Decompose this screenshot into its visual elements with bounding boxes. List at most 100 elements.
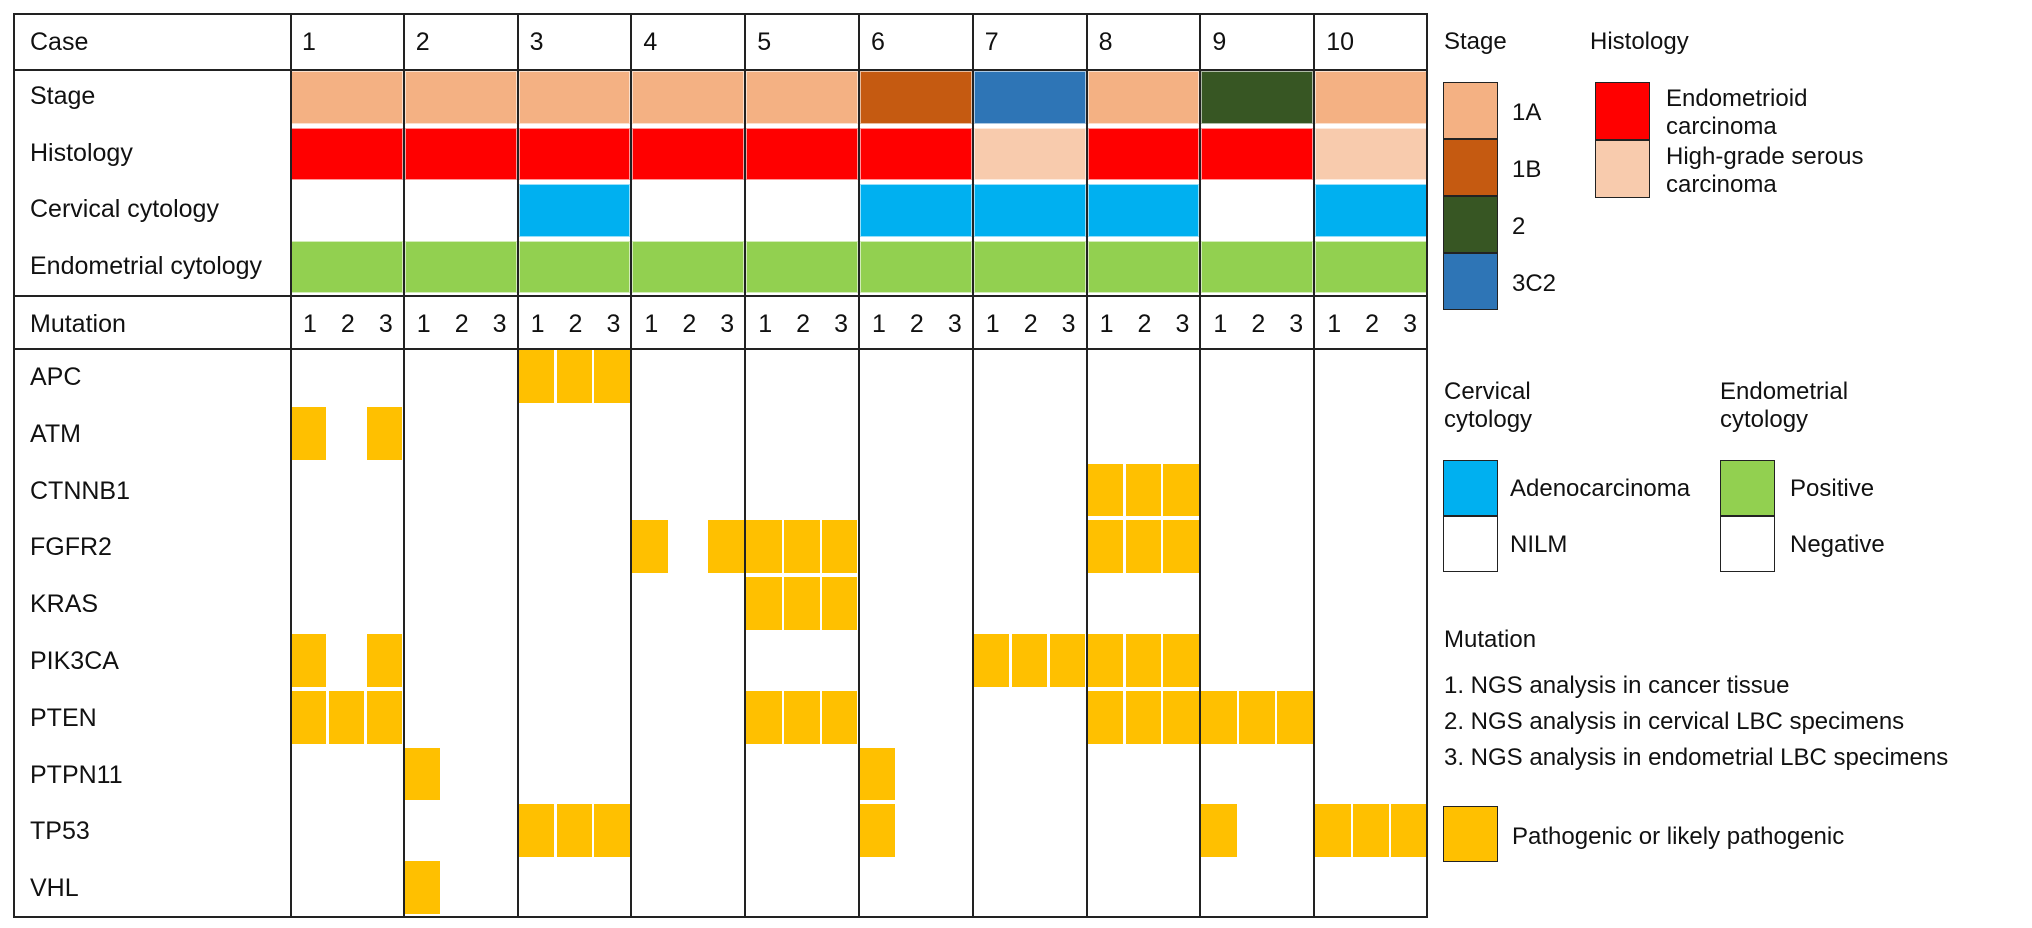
- mutation-cell: [632, 520, 669, 574]
- mutation-subcolumn-number: 2: [340, 310, 355, 338]
- mutation-header-divider: [13, 348, 1428, 350]
- gene-label-pten: PTEN: [30, 703, 97, 732]
- mutation-cell: [404, 747, 442, 801]
- cervical-cell: [973, 184, 1086, 237]
- mutation-subcolumn-number: 3: [606, 310, 621, 338]
- mutation-cell: [784, 520, 821, 574]
- mutation-subcolumn-number: 3: [834, 310, 848, 338]
- mutation-legend-title: Mutation: [1444, 626, 1537, 653]
- stage-cell: [746, 71, 858, 124]
- mutation-subcolumn-number: 1: [1213, 310, 1228, 338]
- mutation-subcolumn-number: 2: [1137, 310, 1152, 338]
- table-left-border: [13, 13, 15, 916]
- histology-legend-label: High-grade serous carcinoma: [1666, 143, 1864, 198]
- mutation-subcolumn-number: 1: [416, 310, 431, 338]
- gene-label-ptpn11: PTPN11: [30, 760, 123, 789]
- gene-label-ctnnb1: CTNNB1: [30, 476, 131, 505]
- cervical-legend-label: Adenocarcinoma: [1510, 475, 1691, 502]
- case-column-divider: [1085, 13, 1088, 916]
- pathogenic-legend-swatch: [1443, 806, 1498, 862]
- mutation-legend-note: 3. NGS analysis in endometrial LBC speci…: [1444, 744, 1949, 771]
- stage-cell: [518, 71, 631, 124]
- case-number-2: 2: [415, 28, 430, 56]
- mutation-cell: [518, 804, 556, 858]
- case-number-5: 5: [757, 28, 772, 56]
- mutation-cell: [1125, 634, 1162, 687]
- mutation-subcolumn-number: 2: [1251, 310, 1266, 338]
- mutation-cell: [746, 520, 783, 574]
- row-label-stage: Stage: [30, 82, 96, 110]
- mutation-cell: [328, 690, 366, 744]
- mutation-cell: [518, 350, 556, 403]
- mutation-subcolumn-number: 1: [1327, 310, 1342, 338]
- cervical-cell: [1201, 184, 1314, 237]
- mutation-subcolumn-number: 3: [947, 310, 962, 338]
- case-column-divider: [1199, 13, 1202, 916]
- mutation-cell: [291, 406, 328, 460]
- mutation-cell: [1239, 690, 1276, 744]
- cervical-legend-title: Cervical cytology: [1444, 378, 1533, 433]
- mutation-subcolumn-number: 2: [682, 310, 697, 338]
- mutation-cell: [1087, 690, 1125, 744]
- mutation-cell: [822, 520, 859, 574]
- mutation-cell: [404, 861, 442, 914]
- histology-legend-label: Endometrioid carcinoma: [1666, 85, 1808, 140]
- mutation-cell: [1201, 690, 1238, 744]
- histology-cell: [1315, 127, 1427, 180]
- mutation-subcolumn-number: 1: [530, 310, 545, 338]
- mutation-cell: [1315, 804, 1352, 858]
- case-header-label: Case: [30, 28, 89, 56]
- mutation-cell: [1125, 463, 1162, 517]
- endometrial-legend-swatch: [1720, 516, 1775, 572]
- case-number-4: 4: [643, 28, 658, 56]
- cervical-cell: [291, 184, 403, 237]
- endometrial-legend-title: Endometrial cytology: [1720, 378, 1849, 433]
- histology-legend-swatch: [1595, 82, 1650, 140]
- histology-cell: [860, 127, 972, 180]
- case-number-8: 8: [1098, 28, 1113, 56]
- stage-cell: [860, 71, 972, 124]
- mutation-legend-note: 2. NGS analysis in cervical LBC specimen…: [1444, 708, 1905, 735]
- histology-cell: [404, 127, 517, 180]
- mutation-cell: [594, 804, 631, 858]
- mutation-cell: [1353, 804, 1390, 858]
- mutation-subcolumn-number: 1: [985, 310, 1000, 338]
- endometrial-cell: [973, 240, 1086, 293]
- case-number-6: 6: [871, 28, 885, 56]
- row-label-histology: Histology: [30, 138, 133, 167]
- case-number-1: 1: [302, 28, 316, 56]
- mutation-subcolumn-number: 2: [1365, 310, 1380, 338]
- case-column-divider: [744, 13, 747, 916]
- case-column-divider: [630, 13, 633, 916]
- mutation-cell: [1087, 520, 1125, 574]
- stage-cell: [973, 71, 1086, 124]
- row-label-endometrial: Endometrial cytology: [30, 251, 263, 280]
- cervical-legend-swatch: [1443, 516, 1498, 572]
- case-row-divider: [13, 69, 1428, 71]
- mutation-cell: [784, 577, 821, 630]
- mutation-subcolumn-number: 2: [568, 310, 583, 338]
- endometrial-cell: [1201, 240, 1314, 293]
- mutation-cell: [1277, 690, 1314, 744]
- mutation-cell: [1201, 804, 1238, 858]
- histology-legend-title: Histology: [1590, 28, 1689, 55]
- histology-legend-swatch: [1595, 140, 1650, 198]
- mutation-cell: [556, 804, 593, 858]
- cervical-cell: [860, 184, 972, 237]
- case-column-divider: [402, 13, 405, 916]
- histology-cell: [632, 127, 745, 180]
- gene-label-apc: APC: [30, 363, 82, 391]
- stage-legend-label: 1A: [1512, 99, 1542, 126]
- table-bottom-border: [13, 916, 1428, 918]
- mutation-legend-note: 1. NGS analysis in cancer tissue: [1444, 672, 1790, 699]
- mutation-subcolumn-number: 3: [1175, 310, 1190, 338]
- histology-cell: [973, 127, 1086, 180]
- mutation-cell: [1163, 634, 1200, 687]
- mutation-cell: [1163, 463, 1200, 517]
- mutation-cell: [1163, 690, 1200, 744]
- mutation-cell: [1011, 634, 1049, 687]
- stage-legend-label: 2: [1512, 213, 1526, 240]
- mutation-subcolumn-number: 2: [1023, 310, 1038, 338]
- mutation-cell: [1049, 634, 1087, 687]
